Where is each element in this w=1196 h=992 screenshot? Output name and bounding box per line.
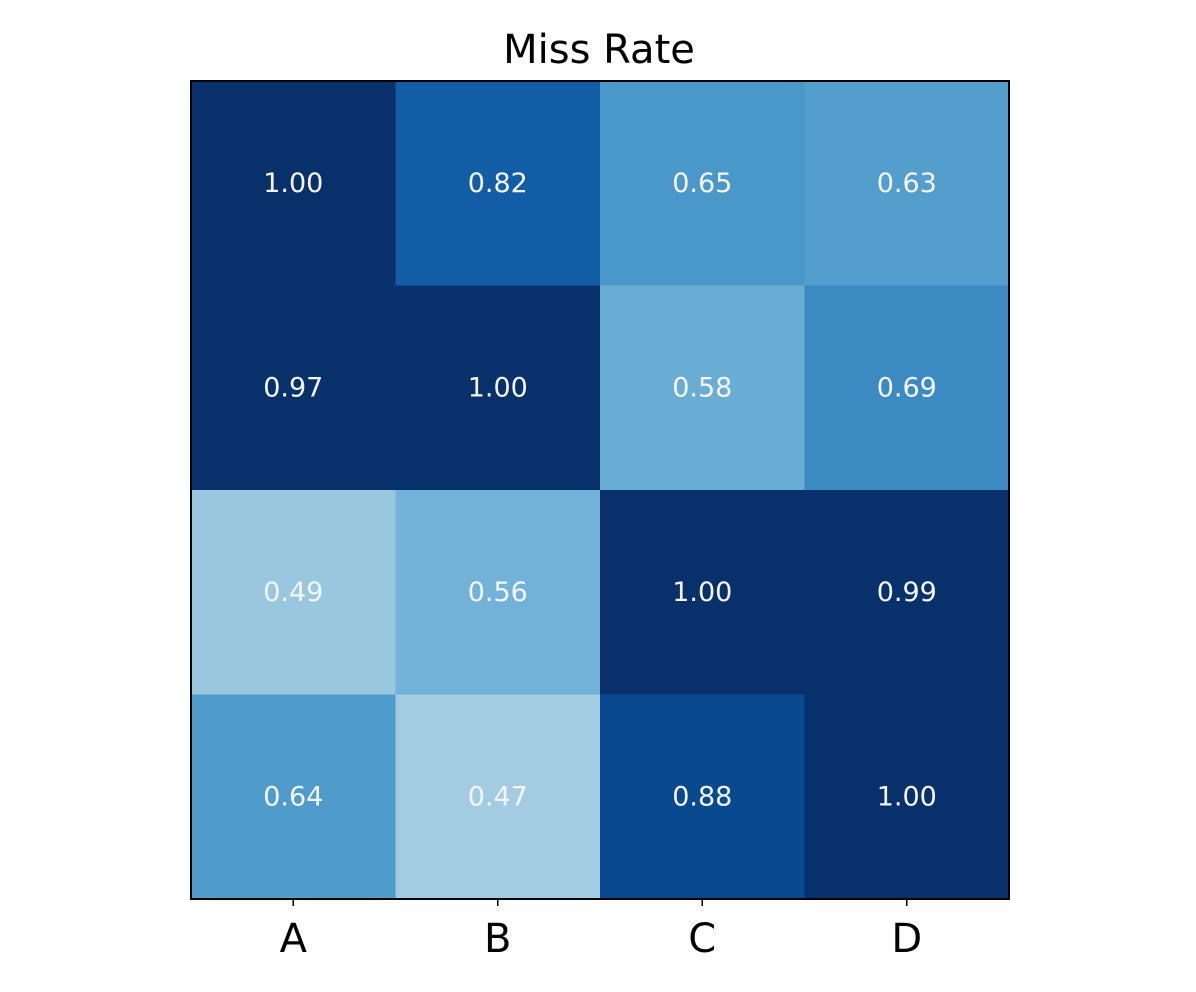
heatmap-cell xyxy=(191,285,396,491)
x-axis: A B C D xyxy=(280,899,922,962)
heatmap-cell xyxy=(804,490,1010,695)
x-tick-label: B xyxy=(484,916,511,962)
heatmap-cell xyxy=(395,285,601,491)
heatmap-cell xyxy=(804,694,1010,900)
cell-value-label: 0.99 xyxy=(877,577,937,608)
cell-value-label: 0.63 xyxy=(877,168,937,199)
heatmap-cell xyxy=(804,285,1010,491)
heatmap-cell xyxy=(191,81,396,286)
cell-value-label: 0.88 xyxy=(672,781,732,812)
heatmap-cell xyxy=(395,490,601,695)
cell-value-label: 0.49 xyxy=(263,577,323,608)
heatmap-cell xyxy=(600,81,805,286)
heatmap-cell xyxy=(804,81,1010,286)
x-tick-label: D xyxy=(891,916,922,962)
cell-value-label: 0.64 xyxy=(263,781,323,812)
cell-value-label: 0.56 xyxy=(468,577,528,608)
heatmap-cell xyxy=(191,490,396,695)
cell-value-label: 1.00 xyxy=(877,781,937,812)
heatmap-cell xyxy=(191,694,396,900)
heatmap-cells xyxy=(191,81,1010,900)
heatmap-cell xyxy=(395,81,601,286)
x-tick-label: C xyxy=(688,916,716,962)
heatmap-cell xyxy=(600,285,805,491)
cell-value-label: 0.65 xyxy=(672,168,732,199)
cell-value-label: 0.58 xyxy=(672,372,732,403)
heatmap-cell xyxy=(600,694,805,900)
cell-value-label: 1.00 xyxy=(672,577,732,608)
heatmap-cell-labels: 1.00 0.82 0.65 0.63 0.97 1.00 0.58 0.69 0.49 0.56… xyxy=(263,168,937,813)
x-tick-label: A xyxy=(280,916,308,962)
cell-value-label: 0.97 xyxy=(263,372,323,403)
chart-title: Miss Rate xyxy=(503,27,695,73)
cell-value-label: 1.00 xyxy=(263,168,323,199)
cell-value-label: 0.82 xyxy=(468,168,528,199)
cell-value-label: 0.47 xyxy=(468,781,528,812)
cell-value-label: 0.69 xyxy=(877,372,937,403)
plot-frame xyxy=(190,80,1010,900)
heatmap-cell xyxy=(395,694,601,900)
heatmap-cell xyxy=(600,490,805,695)
cell-value-label: 1.00 xyxy=(468,372,528,403)
